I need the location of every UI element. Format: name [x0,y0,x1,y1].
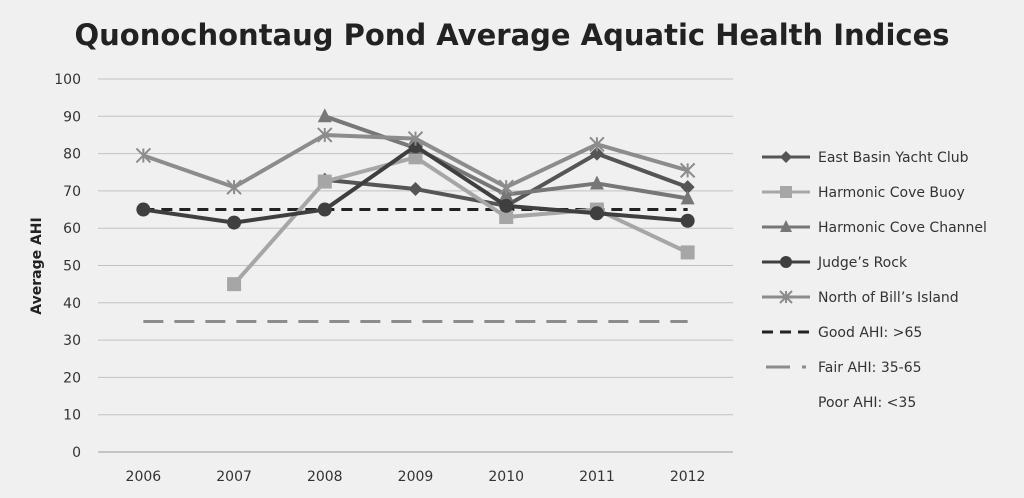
data-point [498,179,514,195]
x-tick-label: 2010 [488,469,524,485]
data-point [317,127,333,143]
data-point [589,175,604,190]
data-point [780,220,792,232]
legend-label: Judge’s Rock [817,255,908,271]
x-tick-label: 2006 [126,469,162,485]
data-point [317,174,332,189]
legend: East Basin Yacht Club Harmonic Cove Buoy H… [762,150,987,411]
chart-title: Quonochontaug Pond Average Aquatic Healt… [75,18,950,52]
x-tick-label: 2009 [398,469,434,485]
data-point [589,206,604,221]
y-tick-label: 50 [63,259,81,275]
legend-label: Good AHI: >65 [818,325,922,341]
series-line [232,155,689,286]
data-point [680,180,695,195]
data-point [680,190,695,205]
data-point [499,198,514,213]
data-point [680,245,695,260]
data-point [227,215,242,230]
x-tick-label: 2011 [579,469,615,485]
data-point [679,162,696,179]
x-tick-label: 2008 [307,469,343,485]
axis-ticks: 0 10 20 30 40 50 60 70 80 90 100 2006 2007 2008 2009 20… [54,72,705,485]
data-point [135,147,152,164]
data-point [407,130,424,147]
data-point [589,146,604,161]
y-tick-label: 40 [63,296,81,312]
legend-label: North of Bill’s Island [818,290,959,306]
data-point [589,136,605,152]
legend-label: East Basin Yacht Club [818,150,969,166]
y-tick-label: 20 [63,370,81,386]
y-tick-label: 10 [63,408,81,424]
legend-label: Fair AHI: 35-65 [818,360,922,376]
data-point [780,151,792,163]
data-point [680,213,695,228]
data-point [136,202,151,217]
legend-label: Harmonic Cove Buoy [818,185,965,201]
data-point [779,290,793,304]
data-point [499,210,514,225]
y-axis-label: Average AHI [29,217,45,314]
series-lines [135,108,696,292]
x-tick-label: 2012 [670,469,706,485]
data-point [408,182,423,197]
y-tick-label: 0 [72,445,81,461]
data-point [226,179,242,195]
data-point [780,186,792,198]
legend-label: Poor AHI: <35 [818,395,916,411]
data-point [317,108,332,123]
x-tick-label: 2007 [216,469,252,485]
y-tick-label: 30 [63,333,81,349]
legend-label: Harmonic Cove Channel [818,220,987,236]
data-point [780,256,792,268]
y-tick-label: 80 [63,147,81,163]
y-tick-label: 70 [63,184,81,200]
y-tick-label: 60 [63,221,81,237]
data-point [227,277,242,292]
y-tick-label: 90 [63,109,81,125]
y-tick-label: 100 [54,72,81,88]
data-point [317,202,332,217]
